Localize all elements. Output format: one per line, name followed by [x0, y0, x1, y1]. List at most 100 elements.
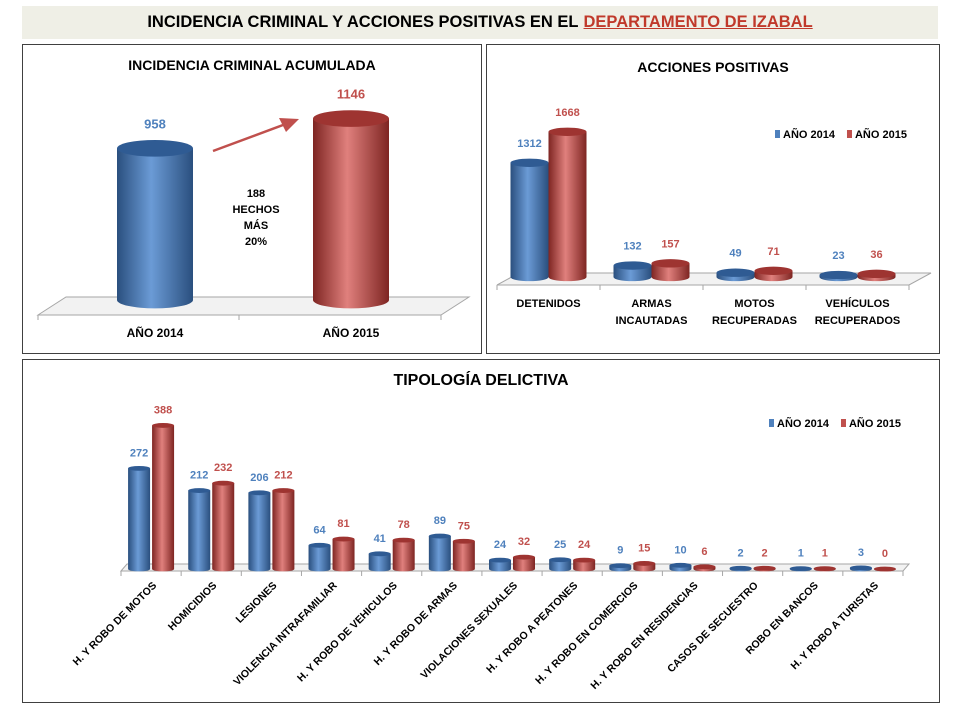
bar	[152, 423, 175, 572]
tipologia-chart-panel: TIPOLOGÍA DELICTIVA 272 388 H. Y ROBO DE M…	[22, 359, 940, 703]
bar	[813, 566, 836, 572]
x-tick-label: RECUPERADOS	[815, 315, 901, 327]
data-label: 9	[617, 545, 623, 557]
data-label: 32	[518, 536, 530, 548]
annotation-text: MÁS	[244, 219, 268, 232]
bar	[513, 554, 535, 572]
legend-swatch	[769, 419, 774, 427]
data-label: 1668	[555, 107, 579, 119]
bar	[753, 565, 776, 572]
bar	[716, 268, 755, 282]
data-label: 25	[554, 539, 566, 551]
data-label: 75	[458, 520, 470, 532]
bar	[392, 537, 415, 572]
data-label: 41	[374, 533, 386, 545]
x-tick-label: VEHÍCULOS	[825, 297, 889, 310]
bar	[573, 557, 596, 572]
bar	[510, 158, 549, 282]
bar	[428, 533, 451, 572]
legend-entry: AÑO 2015	[849, 417, 901, 430]
data-label: 157	[661, 238, 679, 250]
bar	[188, 488, 211, 572]
data-label: 212	[274, 470, 292, 482]
data-label: 10	[674, 544, 686, 556]
annotation-text: 20%	[245, 236, 267, 248]
chart-title: INCIDENCIA CRIMINAL ACUMULADA	[128, 57, 376, 73]
bar	[313, 110, 389, 309]
data-label: 1146	[337, 87, 365, 102]
trend-arrowhead	[279, 118, 299, 132]
data-label: 206	[250, 472, 268, 484]
acciones-chart-panel: ACCIONES POSITIVAS 1312 1668 DETENIDOS 132 1…	[486, 44, 940, 354]
data-label: 388	[154, 404, 172, 416]
legend-entry: AÑO 2015	[855, 128, 907, 141]
data-label: 23	[832, 250, 844, 262]
legend: AÑO 2014 AÑO 2015	[775, 128, 907, 141]
data-label: 1312	[517, 138, 541, 150]
x-tick-label: AÑO 2014	[127, 325, 184, 340]
bar	[754, 266, 793, 282]
bar	[819, 270, 858, 282]
page-title-highlight: DEPARTAMENTO DE IZABAL	[583, 13, 813, 31]
data-label: 2	[762, 547, 768, 559]
chart-floor	[36, 296, 471, 316]
x-tick-label: AÑO 2015	[323, 325, 380, 340]
legend-swatch	[775, 130, 780, 138]
bar	[729, 565, 752, 572]
bar	[669, 562, 692, 572]
bar	[613, 261, 652, 282]
x-tick-label: H. Y ROBO DE VEHICULOS	[295, 580, 400, 685]
data-label: 272	[130, 447, 148, 459]
page-title: INCIDENCIA CRIMINAL Y ACCIONES POSITIVAS…	[22, 6, 938, 39]
x-tick-label: H. Y ROBO DE MOTOS	[71, 580, 160, 669]
x-tick-label: H. Y ROBO EN COMERCIOS	[533, 580, 640, 687]
x-tick-label: VIOLENCIA INTRAFAMILIAR	[231, 579, 340, 688]
data-label: 15	[638, 542, 650, 554]
bar	[117, 139, 193, 309]
chart-title: ACCIONES POSITIVAS	[637, 59, 789, 75]
data-label: 0	[882, 548, 888, 560]
data-label: 958	[144, 116, 166, 131]
legend-swatch	[840, 419, 846, 427]
legend-entry: AÑO 2014	[783, 128, 836, 141]
x-tick-label: RECUPERADAS	[712, 315, 797, 327]
chart-title: TIPOLOGÍA DELICTIVA	[393, 372, 569, 389]
incidencia-chart: 958 AÑO 2014 1146 AÑO 2015 188 HECHOS MÁS 20%	[36, 87, 471, 340]
bar	[849, 565, 872, 572]
bar	[452, 538, 475, 572]
data-label: 1	[822, 548, 828, 560]
x-tick-label: DETENIDOS	[516, 298, 580, 310]
acciones-chart: 1312 1668 DETENIDOS 132 157 ARMAS INCAUTADAS 49…	[496, 107, 932, 327]
bar	[609, 563, 632, 572]
data-label: 89	[434, 515, 446, 527]
x-tick-label: ARMAS	[631, 298, 671, 310]
bar	[248, 490, 271, 572]
data-label: 24	[578, 539, 591, 551]
bar	[651, 259, 690, 282]
bar	[489, 557, 511, 572]
data-label: 3	[858, 547, 864, 559]
bar	[272, 488, 295, 572]
bar	[633, 561, 656, 572]
data-label: 132	[623, 241, 641, 253]
x-tick-label: INCAUTADAS	[616, 315, 688, 327]
data-label: 2	[738, 547, 744, 559]
legend-entry: AÑO 2014	[777, 417, 830, 430]
legend: AÑO 2014 AÑO 2015	[769, 417, 901, 430]
x-tick-label: VIOLACIONES SEXUALES	[418, 580, 520, 682]
data-label: 78	[398, 519, 410, 531]
page-title-prefix: INCIDENCIA CRIMINAL Y ACCIONES POSITIVAS…	[147, 13, 579, 31]
x-tick-label: LESIONES	[233, 580, 279, 626]
data-label: 6	[701, 546, 707, 558]
bar	[368, 551, 391, 572]
data-label: 64	[313, 524, 326, 536]
data-label: 232	[214, 462, 232, 474]
bar	[332, 536, 355, 572]
incidencia-chart-panel: INCIDENCIA CRIMINAL ACUMULADA 958 AÑO 201…	[22, 44, 482, 354]
bar	[693, 564, 716, 572]
annotation-text: HECHOS	[232, 204, 279, 216]
data-label: 81	[337, 518, 349, 530]
data-label: 36	[870, 249, 882, 261]
data-label: 24	[494, 539, 507, 551]
